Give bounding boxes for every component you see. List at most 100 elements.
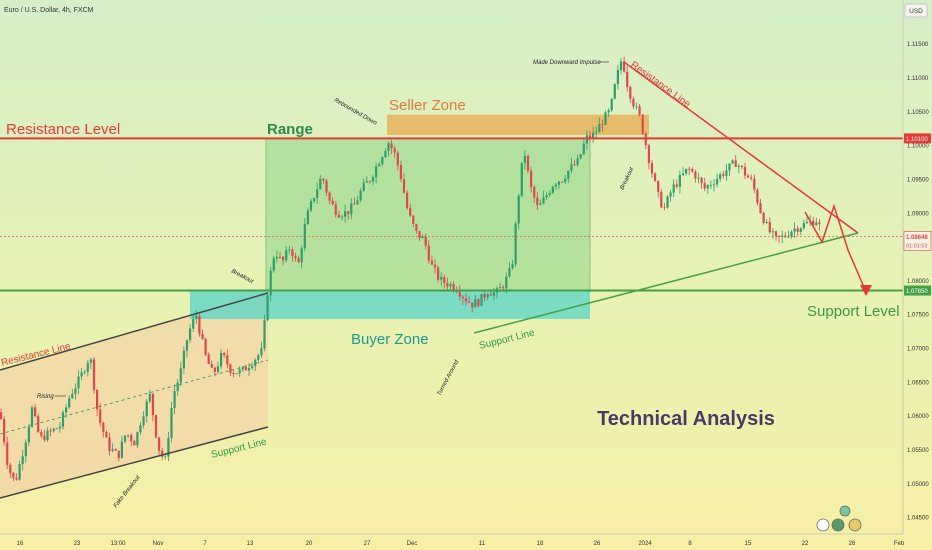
currency-badge[interactable]	[904, 3, 928, 18]
candle-body	[375, 166, 378, 178]
candle	[83, 369, 86, 375]
candle-body	[356, 200, 359, 205]
resistance-price-text: 1.10100	[906, 137, 928, 143]
candle	[359, 188, 362, 203]
candle	[604, 110, 607, 126]
candle-body	[344, 211, 347, 217]
buyer-zone	[190, 290, 590, 319]
event-icon[interactable]	[839, 505, 851, 517]
rising-label: Rising	[37, 394, 54, 400]
candle	[235, 373, 238, 375]
candle	[731, 159, 734, 165]
candle	[815, 217, 818, 226]
candle-body	[30, 407, 34, 427]
candle-body	[3, 419, 6, 443]
candle-body	[331, 200, 334, 205]
candle-body	[139, 425, 142, 433]
candle	[607, 108, 610, 117]
x-axis[interactable]: 16 23 13:00 Nov 7 13 20 27 Dec 11 18 26 2024 8 15 22 26 F…	[17, 541, 905, 547]
y-tick-label: 1.06500	[907, 380, 929, 386]
candle	[468, 295, 471, 304]
candle-body	[294, 256, 297, 259]
candle	[657, 180, 660, 198]
candle	[812, 216, 815, 227]
candle-body	[176, 382, 179, 392]
candle	[768, 217, 771, 235]
candle-body	[666, 196, 669, 208]
y-tick-label: 1.10000	[907, 144, 929, 150]
candle	[204, 337, 207, 356]
candle	[499, 282, 502, 289]
candle	[257, 353, 260, 365]
candle	[182, 346, 185, 374]
candle-body	[226, 355, 229, 365]
candle	[458, 285, 461, 301]
candle-body	[725, 170, 728, 176]
y-axis[interactable]: 1.11500 1.11000 1.10500 1.10000 1.09500 1.090…	[903, 42, 932, 522]
candle-body	[743, 167, 747, 176]
candle	[685, 168, 688, 176]
candle	[313, 197, 316, 204]
candle-body	[703, 183, 706, 189]
candle-body	[37, 416, 40, 433]
candle	[260, 341, 263, 358]
candle	[446, 277, 449, 291]
candle	[371, 175, 375, 185]
candles-layer	[0, 56, 821, 482]
candle-body	[154, 415, 158, 438]
candle-body	[402, 179, 406, 193]
candle	[232, 370, 235, 378]
candle-body	[561, 181, 564, 183]
candle	[734, 155, 737, 168]
x-tick-label: 20	[306, 541, 313, 547]
candle-body	[694, 171, 697, 179]
candle-body	[672, 184, 675, 193]
candle-body	[362, 182, 365, 191]
candle-body	[796, 228, 799, 232]
candle	[681, 167, 685, 177]
candle-body	[365, 181, 368, 183]
candle	[86, 360, 89, 377]
candle	[787, 230, 790, 239]
candle-body	[71, 393, 74, 399]
tradingview-icons[interactable]	[816, 505, 862, 532]
candle-body	[86, 362, 89, 372]
candle-body	[254, 359, 257, 366]
candle-body	[505, 276, 508, 289]
candle	[387, 141, 390, 157]
candle-body	[148, 393, 151, 402]
candle-body	[142, 416, 145, 426]
candle	[263, 314, 266, 352]
flag-icon[interactable]	[831, 518, 845, 532]
candle-body	[415, 224, 418, 231]
x-tick: 8	[688, 541, 692, 547]
y-tick-label: 1.07500	[907, 313, 929, 319]
candle	[719, 172, 722, 182]
candle	[80, 367, 83, 381]
candle	[778, 235, 781, 243]
candle	[632, 96, 635, 110]
calendar-icon[interactable]	[848, 518, 862, 532]
y-tick: 1.10000	[907, 144, 929, 150]
candle-body	[371, 177, 375, 182]
lightning-icon[interactable]	[816, 518, 830, 532]
candle	[647, 143, 650, 170]
candle-body	[167, 437, 170, 457]
candle	[449, 281, 452, 291]
candle-body	[300, 248, 303, 263]
x-tick: 26	[594, 541, 601, 547]
x-tick: 11	[479, 541, 486, 547]
candle-body	[502, 287, 505, 289]
ascending-channel-fill	[0, 293, 268, 498]
candle	[567, 170, 570, 183]
x-tick: 15	[745, 541, 752, 547]
candle	[709, 180, 712, 189]
candle	[347, 211, 350, 220]
x-tick-label: 7	[203, 541, 207, 547]
candle-body	[719, 174, 722, 179]
y-tick-label: 1.08000	[907, 279, 929, 285]
candle	[89, 357, 92, 370]
candle-body	[790, 231, 793, 237]
y-tick: 1.06500	[907, 380, 929, 386]
